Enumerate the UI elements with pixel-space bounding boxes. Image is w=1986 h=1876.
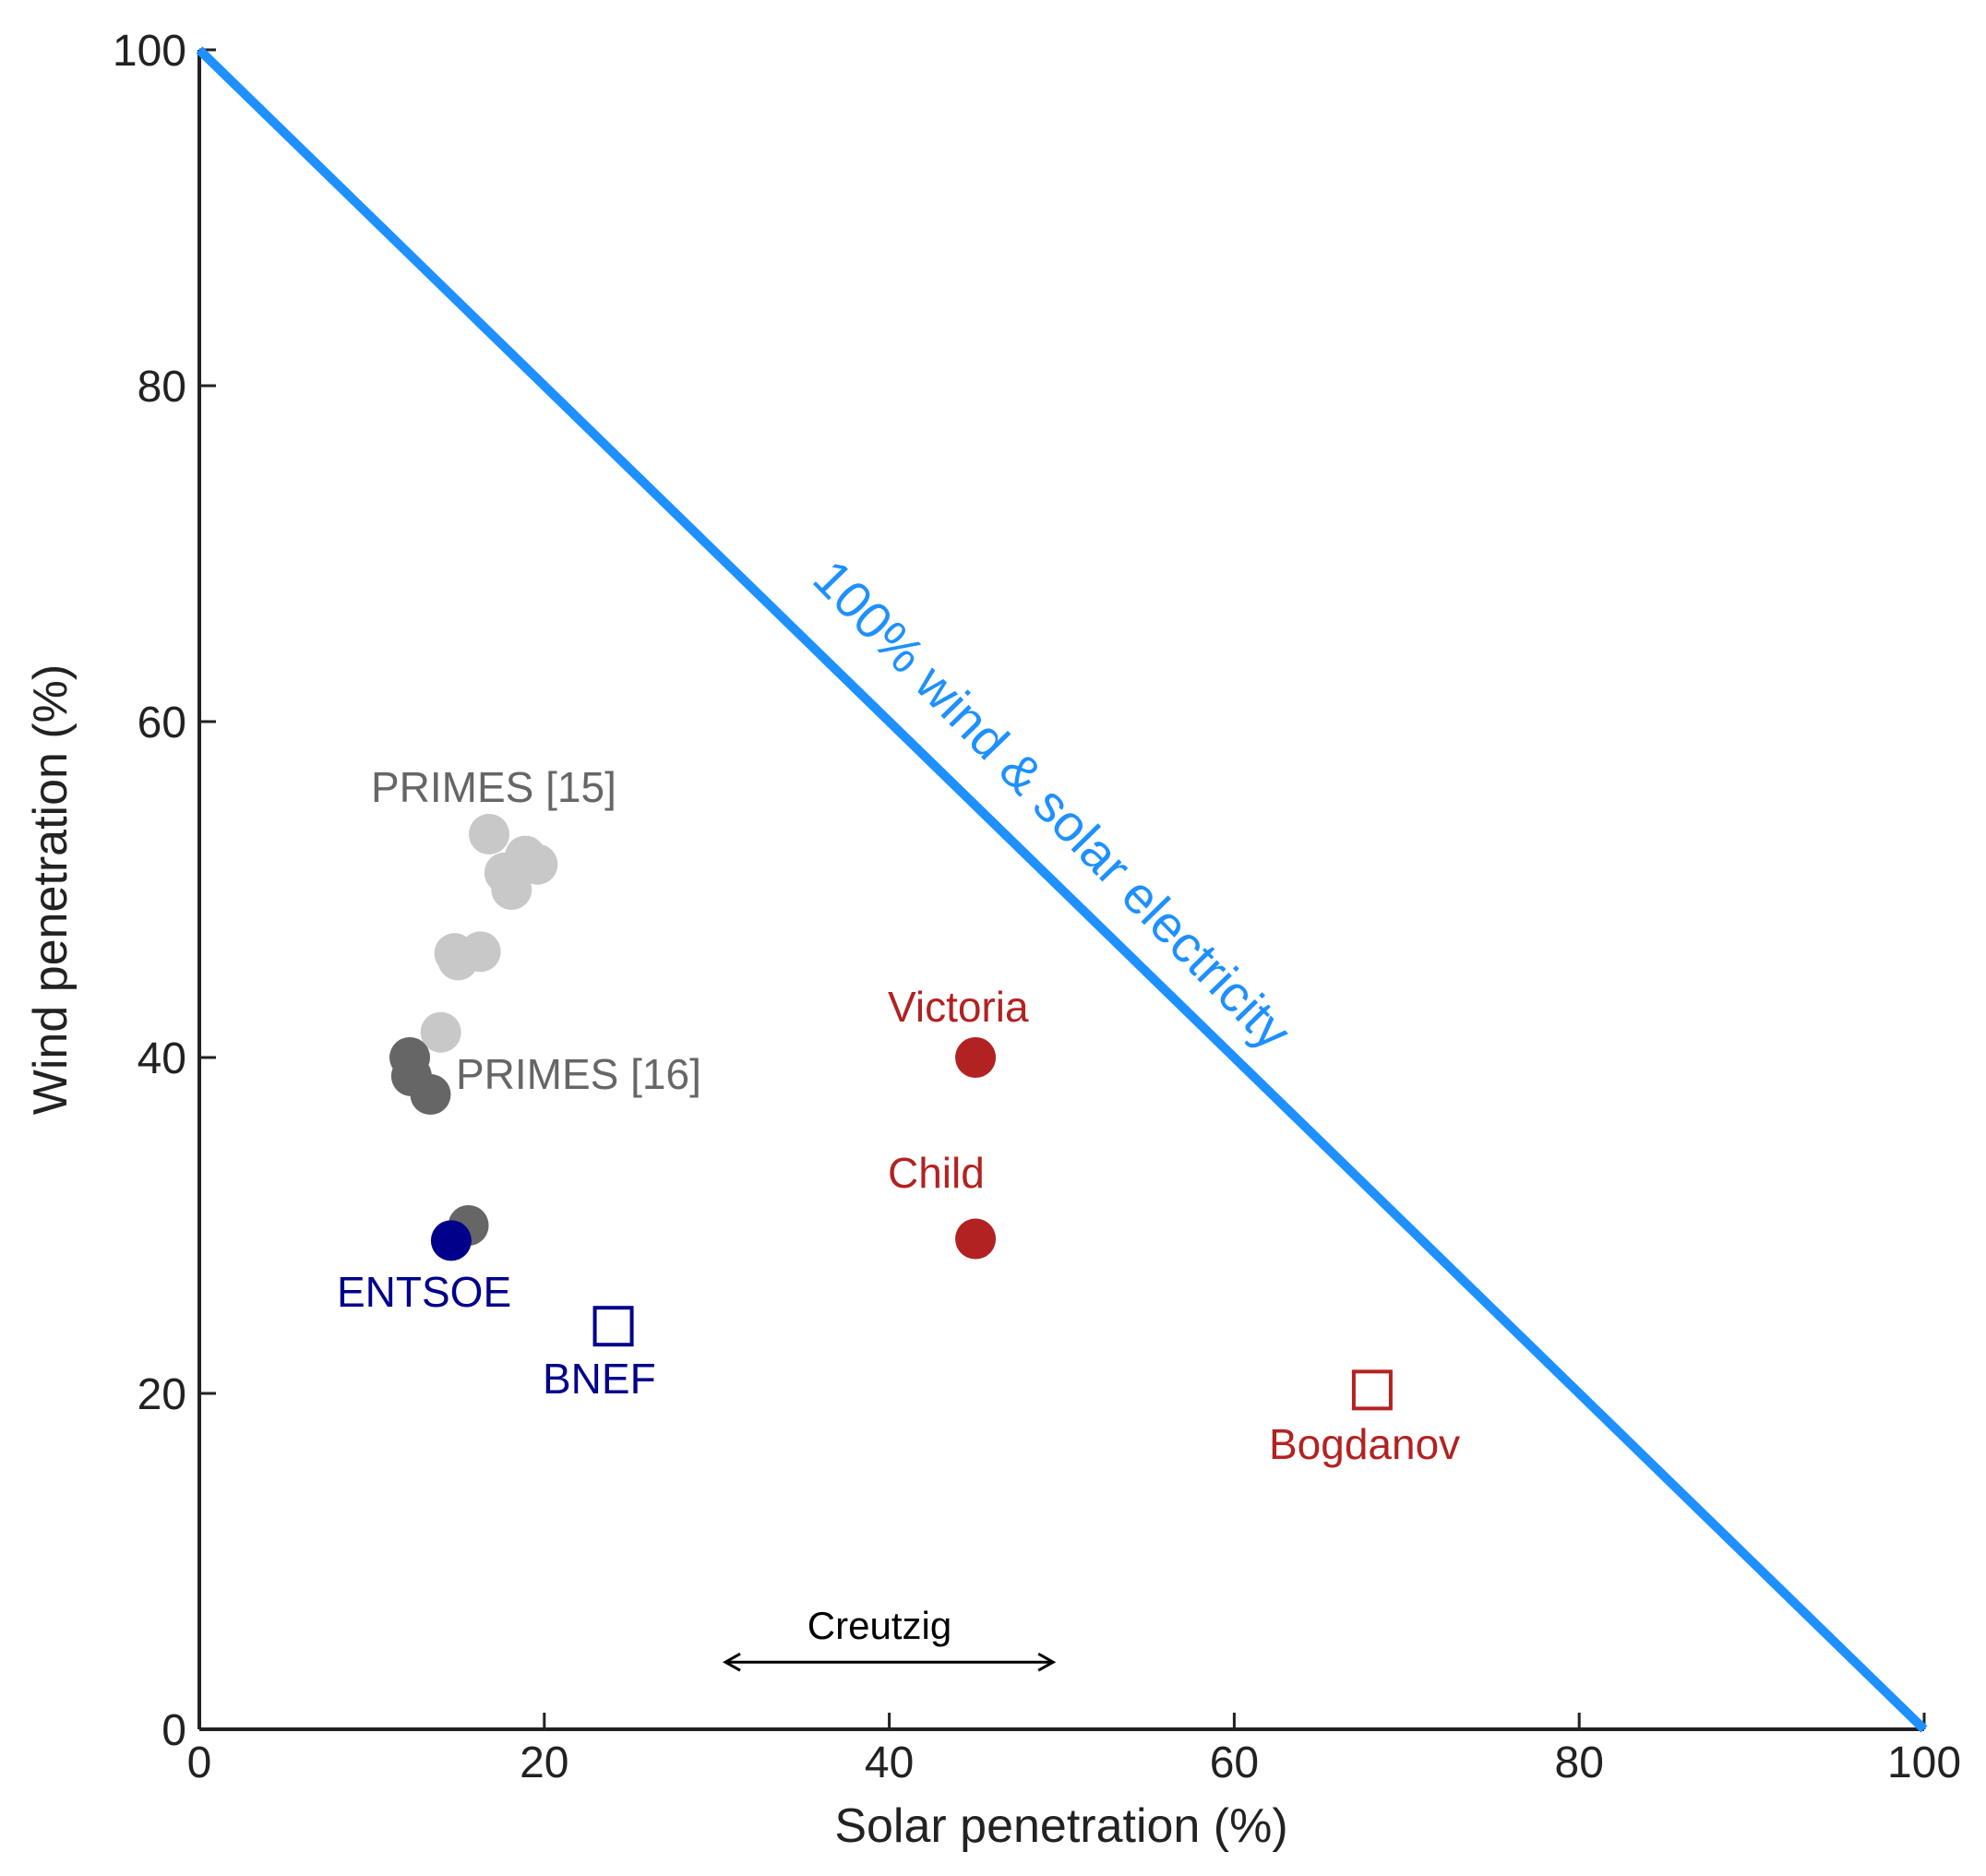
creutzig-arrowhead-left bbox=[722, 1652, 741, 1672]
label-creutzig: Creutzig bbox=[808, 1604, 951, 1647]
axes bbox=[197, 50, 1924, 1731]
point-entsoe bbox=[430, 1220, 472, 1261]
y-tick-label: 60 bbox=[138, 699, 186, 747]
point-bogdanov bbox=[1351, 1369, 1393, 1411]
point-primes-15 bbox=[491, 869, 532, 910]
x-tick-label: 100 bbox=[1887, 1739, 1961, 1787]
label-entsoe: ENTSOE bbox=[337, 1268, 511, 1316]
label-bogdanov: Bogdanov bbox=[1269, 1420, 1460, 1468]
point-child bbox=[955, 1218, 997, 1260]
label-primes-16: PRIMES [16] bbox=[456, 1050, 701, 1098]
x-ticks: 0 20 40 60 80 100 bbox=[187, 1713, 1961, 1787]
y-tick-label: 100 bbox=[113, 27, 186, 76]
label-child: Child bbox=[888, 1149, 985, 1197]
creutzig-range: Creutzig bbox=[722, 1604, 1057, 1672]
label-victoria: Victoria bbox=[888, 983, 1029, 1031]
reference-line-label: 100% wind & solar electricity bbox=[802, 548, 1302, 1060]
point-primes-15 bbox=[460, 931, 501, 973]
y-tick-label: 0 bbox=[162, 1706, 186, 1755]
point-primes-15 bbox=[468, 813, 509, 854]
x-axis-title: Solar penetration (%) bbox=[834, 1799, 1287, 1853]
y-axis-title: Wind penetration (%) bbox=[24, 664, 78, 1115]
x-tick-label: 20 bbox=[520, 1739, 568, 1787]
point-primes-15 bbox=[420, 1011, 461, 1053]
point-primes-15 bbox=[517, 843, 558, 885]
x-tick-label: 40 bbox=[865, 1739, 914, 1787]
y-ticks: 0 20 40 60 80 100 bbox=[113, 27, 216, 1755]
y-tick-label: 80 bbox=[138, 363, 186, 412]
label-bnef: BNEF bbox=[543, 1355, 656, 1403]
x-tick-label: 80 bbox=[1555, 1739, 1604, 1787]
label-primes-15: PRIMES [15] bbox=[371, 763, 616, 811]
reference-line-100-percent bbox=[196, 46, 1928, 1733]
point-bnef bbox=[592, 1306, 634, 1347]
y-tick-label: 40 bbox=[138, 1034, 186, 1083]
data-points bbox=[389, 813, 1393, 1411]
point-primes-16 bbox=[410, 1074, 451, 1116]
point-victoria bbox=[955, 1037, 997, 1078]
x-tick-label: 0 bbox=[187, 1739, 212, 1787]
x-tick-label: 60 bbox=[1210, 1739, 1259, 1787]
creutzig-arrowhead-right bbox=[1037, 1652, 1057, 1672]
y-tick-label: 20 bbox=[138, 1370, 186, 1419]
